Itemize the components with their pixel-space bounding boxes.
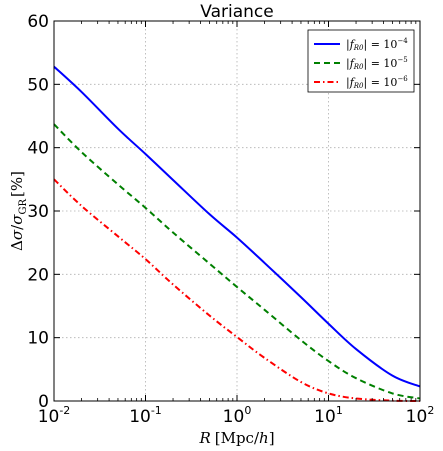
y-tick-label: 50 xyxy=(27,75,49,95)
legend: |fR0| = 10−4 |fR0| = 10−5 |fR0| = 10−6 xyxy=(307,29,415,93)
y-tick-label: 10 xyxy=(27,329,49,349)
legend-box xyxy=(307,29,415,93)
y-tick-label: 60 xyxy=(27,12,49,32)
series-line-1 xyxy=(53,65,421,388)
chart-title: Variance xyxy=(200,2,273,22)
x-tick-label: 100 xyxy=(223,404,252,427)
series-line-2 xyxy=(53,123,421,400)
x-tick-label: 102 xyxy=(406,404,435,427)
y-tick-label: 30 xyxy=(27,202,49,222)
grid-lines xyxy=(54,21,420,401)
y-tick-label: 20 xyxy=(27,265,49,285)
x-axis-label: R [Mpc/h] xyxy=(198,429,274,447)
legend-label-3: |fR0| = 10−6 xyxy=(346,75,408,90)
series-lines xyxy=(53,65,421,402)
x-tick-label: 101 xyxy=(314,404,343,427)
y-axis-label: Δσ/σGR[%] xyxy=(8,171,29,251)
legend-label-2: |fR0| = 10−5 xyxy=(346,56,408,71)
legend-label-1: |fR0| = 10−4 xyxy=(346,37,408,52)
y-tick-label: 0 xyxy=(38,392,49,412)
x-tick-label: 10-1 xyxy=(129,404,162,427)
x-tick-label: 10-2 xyxy=(38,404,71,427)
series-line-3 xyxy=(53,178,421,402)
y-tick-label: 40 xyxy=(27,139,49,159)
